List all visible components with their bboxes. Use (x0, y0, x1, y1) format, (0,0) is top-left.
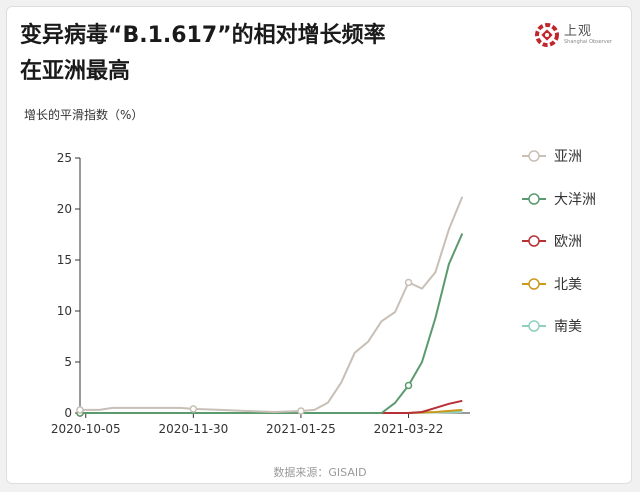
legend-label-0: 亚洲 (554, 149, 582, 165)
legend-marker-4 (522, 320, 546, 332)
brand-logo-icon (535, 23, 559, 47)
chart-title-line-1: 变异病毒“B.1.617”的相对增长频率 (20, 23, 386, 48)
x-tick-label-3: 2021-03-22 (374, 422, 444, 436)
legend-marker-0 (522, 150, 546, 162)
legend-item-1: 大洋洲 (522, 189, 596, 209)
series-marker-1-1 (404, 381, 413, 390)
x-tick-label-2: 2021-01-25 (266, 422, 336, 436)
series-marker-0-0 (76, 406, 84, 414)
chart-title-line-2: 在亚洲最高 (20, 59, 131, 84)
series-marker-0-2 (297, 407, 305, 415)
series-line-1 (80, 233, 464, 414)
legend-marker-3 (522, 277, 546, 290)
chart-title: 变异病毒“B.1.617”的相对增长频率 在亚洲最高 (20, 18, 490, 90)
brand-logo-subtitle: Shanghai Observer (564, 38, 612, 45)
y-tick-label-5: 25 (57, 151, 72, 165)
legend-label-3: 北美 (554, 276, 582, 293)
legend-item-0: 亚洲 (522, 146, 596, 166)
legend-marker-2 (522, 235, 546, 247)
y-tick-label-0: 0 (64, 406, 72, 420)
legend-item-2: 欧洲 (522, 231, 596, 251)
legend-label-1: 大洋洲 (554, 191, 596, 208)
y-tick-label-1: 5 (64, 355, 72, 369)
brand-logo: 上观 Shanghai Observer (534, 22, 612, 48)
series-line-0 (80, 196, 464, 413)
legend-item-3: 北美 (522, 274, 596, 294)
legend-item-4: 南美 (522, 316, 596, 336)
legend-marker-1 (522, 192, 546, 205)
series-marker-0-1 (189, 405, 198, 413)
data-source: 数据来源：GISAID (273, 466, 367, 479)
chart-legend: 亚洲大洋洲欧洲北美南美 (522, 146, 596, 359)
x-tick-label-0: 2020-10-05 (51, 422, 121, 436)
legend-label-4: 南美 (554, 319, 582, 335)
legend-label-2: 欧洲 (554, 234, 582, 250)
y-tick-label-3: 15 (57, 253, 72, 267)
y-tick-label-4: 20 (57, 202, 72, 216)
chart-card (6, 6, 632, 484)
x-tick-label-1: 2020-11-30 (158, 422, 228, 436)
y-axis-label: 增长的平滑指数（%） (24, 108, 144, 122)
series-marker-0-3 (404, 278, 413, 287)
y-tick-label-2: 10 (57, 304, 72, 318)
brand-logo-name: 上观 (564, 23, 593, 39)
